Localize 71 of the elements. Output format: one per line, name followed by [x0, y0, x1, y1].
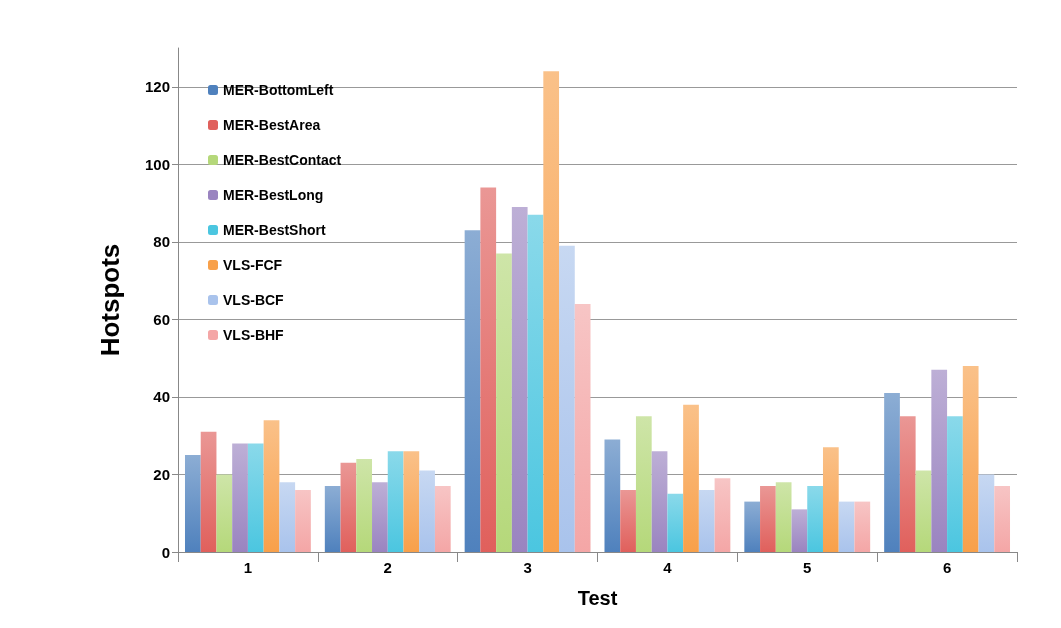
bar: [434, 486, 451, 552]
bar: [340, 462, 357, 552]
bar: [620, 489, 636, 552]
x-axis-title: Test: [577, 587, 618, 609]
legend-label: MER-BestContact: [223, 152, 342, 168]
bar: [962, 365, 979, 552]
bar: [527, 214, 544, 552]
bar: [263, 420, 280, 552]
x-tick-label: 2: [383, 559, 392, 576]
bar: [216, 474, 233, 552]
bar: [807, 486, 823, 552]
bar: [698, 489, 715, 552]
bar: [947, 416, 963, 552]
bar: [356, 458, 373, 552]
x-tick-label: 5: [803, 559, 812, 576]
bar: [791, 509, 808, 552]
bar: [775, 482, 792, 552]
bar: [574, 303, 591, 552]
bar: [915, 470, 932, 552]
y-tick-label: 40: [153, 388, 170, 406]
bar: [683, 404, 699, 552]
bar: [838, 501, 855, 552]
legend-label: MER-BestLong: [223, 187, 324, 203]
bar: [884, 393, 900, 552]
bar: [760, 486, 776, 552]
y-tick-label: 100: [144, 155, 170, 173]
bar: [279, 482, 296, 552]
bar: [651, 451, 668, 552]
bar: [854, 501, 871, 552]
bar: [822, 447, 839, 552]
bar: [295, 489, 311, 552]
x-tick-label: 6: [942, 559, 952, 576]
bar: [978, 474, 995, 552]
bar: [232, 443, 248, 552]
y-tick-label: 80: [153, 233, 170, 251]
y-tick-label: 0: [161, 543, 170, 561]
legend-label: MER-BestShort: [223, 222, 327, 238]
y-tick-label: 20: [153, 465, 170, 483]
y-tick-label: 60: [153, 310, 170, 328]
y-tick-label: 120: [144, 78, 170, 96]
legend-label: MER-BottomLeft: [223, 82, 334, 98]
bar: [403, 451, 420, 552]
bar: [200, 431, 217, 552]
bar: [635, 416, 652, 552]
x-tick-label: 4: [663, 559, 673, 576]
x-tick-label: 1: [243, 559, 253, 576]
x-tick-label: 3: [523, 559, 532, 576]
bar: [667, 493, 684, 552]
bar: [744, 501, 761, 552]
legend-label: VLS-FCF: [223, 257, 283, 273]
legend-label: MER-BestArea: [223, 117, 321, 133]
bar: [480, 187, 497, 552]
y-axis-title: Hotspots: [95, 243, 125, 357]
bar: [994, 486, 1011, 552]
bar: [511, 206, 528, 552]
bar: [324, 486, 341, 552]
bar: [899, 416, 916, 552]
bar: [559, 245, 575, 552]
bar: [543, 71, 560, 552]
bar: [372, 482, 388, 552]
bar: [496, 253, 512, 552]
legend-label: VLS-BHF: [223, 327, 285, 343]
bar: [714, 478, 731, 552]
bar: [464, 230, 481, 552]
bar: [931, 369, 948, 552]
bar: [387, 451, 404, 552]
legend-label: VLS-BCF: [223, 292, 285, 308]
bar: [604, 439, 621, 552]
bar: [247, 443, 264, 552]
bar: [184, 455, 201, 552]
bar: [419, 470, 435, 552]
